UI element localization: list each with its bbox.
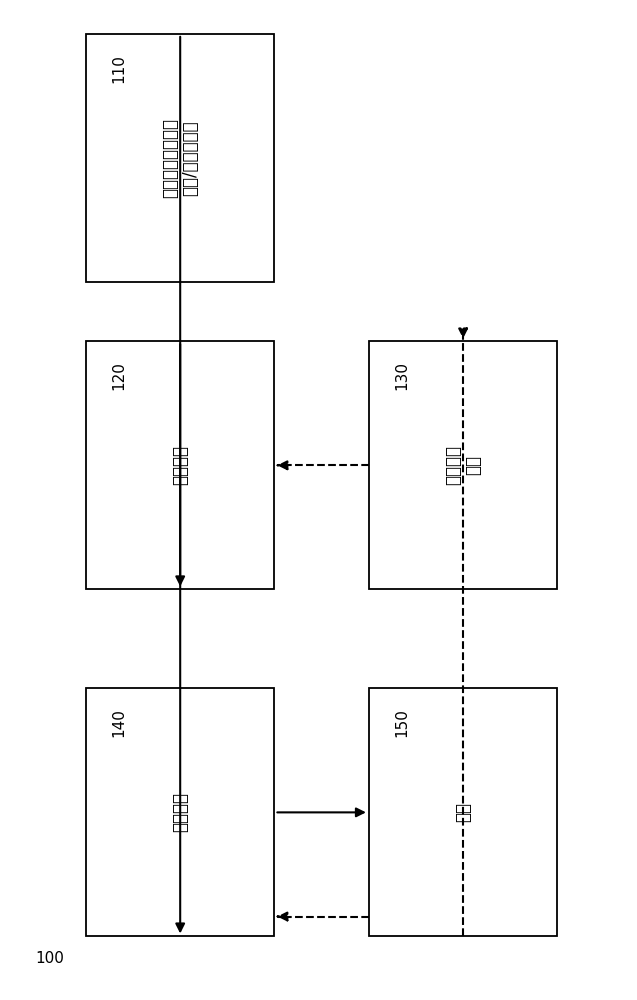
Bar [86,688,275,936]
Text: 100: 100 [36,951,64,966]
Text: 140: 140 [111,708,126,737]
Bar [369,341,557,589]
Text: 110: 110 [111,54,126,83]
Text: 静息状态下的图像
采集/无创性测量: 静息状态下的图像 采集/无创性测量 [161,118,199,198]
Text: 临床医生
输入: 临床医生 输入 [444,445,482,485]
Bar [86,34,275,282]
Text: 解剖建模: 解剖建模 [171,445,189,485]
Bar [369,688,557,936]
Bar [86,341,275,589]
Text: 报告: 报告 [454,802,472,822]
Text: 血流计算: 血流计算 [171,792,189,832]
Text: 120: 120 [111,361,126,390]
Text: 130: 130 [394,361,409,390]
Text: 150: 150 [394,708,409,737]
